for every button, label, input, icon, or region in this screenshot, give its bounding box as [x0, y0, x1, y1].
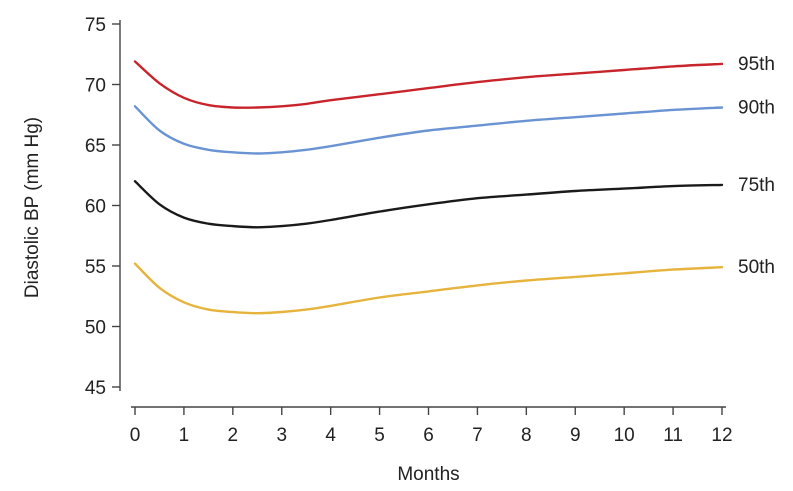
x-tick-label: 6 [423, 425, 434, 446]
y-tick-label: 70 [85, 76, 106, 97]
x-axis-title: Months [397, 464, 459, 485]
series-line-50th [133, 262, 724, 315]
x-tick-label: 9 [570, 425, 581, 446]
x-tick-label: 3 [276, 425, 287, 446]
series-label-50th: 50th [738, 257, 775, 278]
y-tick-label: 65 [85, 136, 106, 157]
y-axis-title: Diastolic BP (mm Hg) [22, 117, 43, 298]
x-tick-label: 1 [179, 425, 190, 446]
series-line-90th [133, 105, 724, 155]
x-tick-label: 5 [374, 425, 385, 446]
series-lines [133, 60, 724, 315]
x-tick-label: 4 [325, 425, 336, 446]
x-tick-label: 11 [663, 425, 683, 446]
series-label-75th: 75th [738, 175, 775, 196]
x-tick-label: 12 [711, 425, 732, 446]
series-labels: 95th 90th 75th 50th [738, 54, 775, 278]
x-tick-label: 8 [521, 425, 532, 446]
y-tick-label: 55 [85, 257, 106, 278]
y-tick-label: 60 [85, 197, 106, 218]
x-tick-label: 2 [228, 425, 239, 446]
series-line-75th [133, 180, 724, 229]
x-tick-label: 0 [130, 425, 141, 446]
y-tick-label: 45 [85, 378, 106, 399]
x-tick-label: 10 [614, 425, 635, 446]
series-line-95th [133, 60, 724, 109]
y-tick-label: 75 [85, 15, 106, 36]
series-label-90th: 90th [738, 97, 775, 118]
y-tick-label: 50 [85, 318, 106, 339]
series-label-95th: 95th [738, 54, 775, 75]
x-tick-label: 7 [472, 425, 483, 446]
